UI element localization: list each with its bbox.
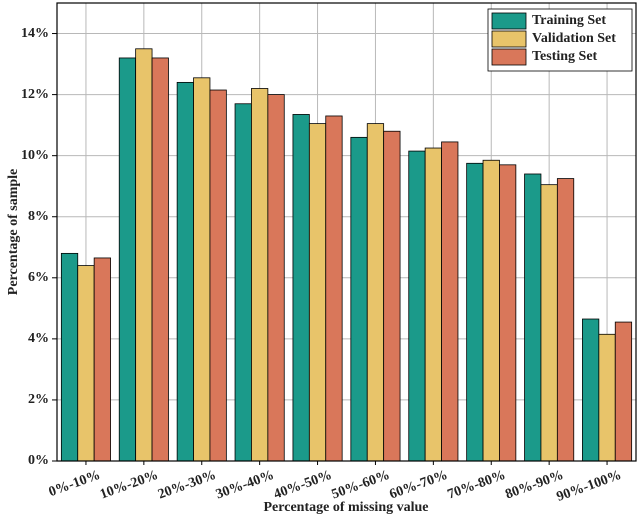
bar [556, 178, 575, 462]
x-tick-label: 70%-80% [446, 468, 508, 503]
bar [77, 265, 95, 462]
x-tick-label: 20%-30% [156, 468, 218, 503]
bar [176, 81, 194, 462]
y-tick-label: 12% [21, 87, 49, 102]
bar [325, 115, 343, 462]
y-axis-label: Percentage of sample [6, 169, 21, 295]
bar [151, 57, 169, 462]
bar [193, 77, 211, 462]
bar [118, 57, 137, 462]
bar [540, 184, 558, 462]
bar [482, 159, 500, 462]
bar [524, 173, 542, 462]
legend-label: Training Set [532, 13, 606, 28]
bar [267, 94, 285, 462]
bar [441, 141, 459, 462]
y-tick-label: 4% [28, 331, 49, 346]
bar [93, 257, 111, 462]
bar [582, 318, 600, 462]
y-tick-label: 0% [28, 453, 49, 468]
y-tick-label: 14% [21, 26, 49, 41]
y-tick-label: 8% [28, 209, 49, 224]
legend-swatch [491, 12, 527, 30]
x-tick-label: 50%-60% [330, 468, 392, 503]
y-tick-label: 6% [28, 270, 49, 285]
legend-swatch [491, 48, 527, 66]
x-tick-label: 10%-20% [98, 468, 160, 503]
y-tick-label: 2% [28, 392, 49, 407]
legend-swatch [491, 30, 527, 48]
bar [383, 130, 401, 462]
x-tick-label: 0%-10% [47, 468, 103, 500]
x-tick-label: 60%-70% [388, 468, 450, 503]
bar [308, 123, 327, 462]
bar [292, 114, 310, 462]
x-tick-label: 40%-50% [272, 468, 334, 503]
bar [350, 136, 368, 462]
bar [135, 48, 153, 462]
bar [499, 164, 517, 462]
bar [424, 147, 442, 462]
bar [366, 123, 385, 462]
bar [209, 89, 227, 462]
plot-frame [56, 2, 637, 462]
bar [234, 103, 252, 462]
bar [598, 333, 616, 462]
x-tick-label: 90%-100% [555, 468, 624, 505]
bar [60, 252, 79, 462]
bar [251, 88, 269, 462]
bar [408, 150, 426, 462]
y-tick-label: 10% [21, 148, 49, 163]
legend: Training Set Validation Set Testing Set [487, 8, 633, 72]
legend-label: Validation Set [532, 31, 616, 46]
legend-label: Testing Set [532, 49, 598, 64]
x-tick-label: 30%-40% [214, 468, 276, 503]
bar [466, 162, 484, 462]
x-axis-label: Percentage of missing value [264, 500, 429, 515]
bar [614, 321, 633, 462]
